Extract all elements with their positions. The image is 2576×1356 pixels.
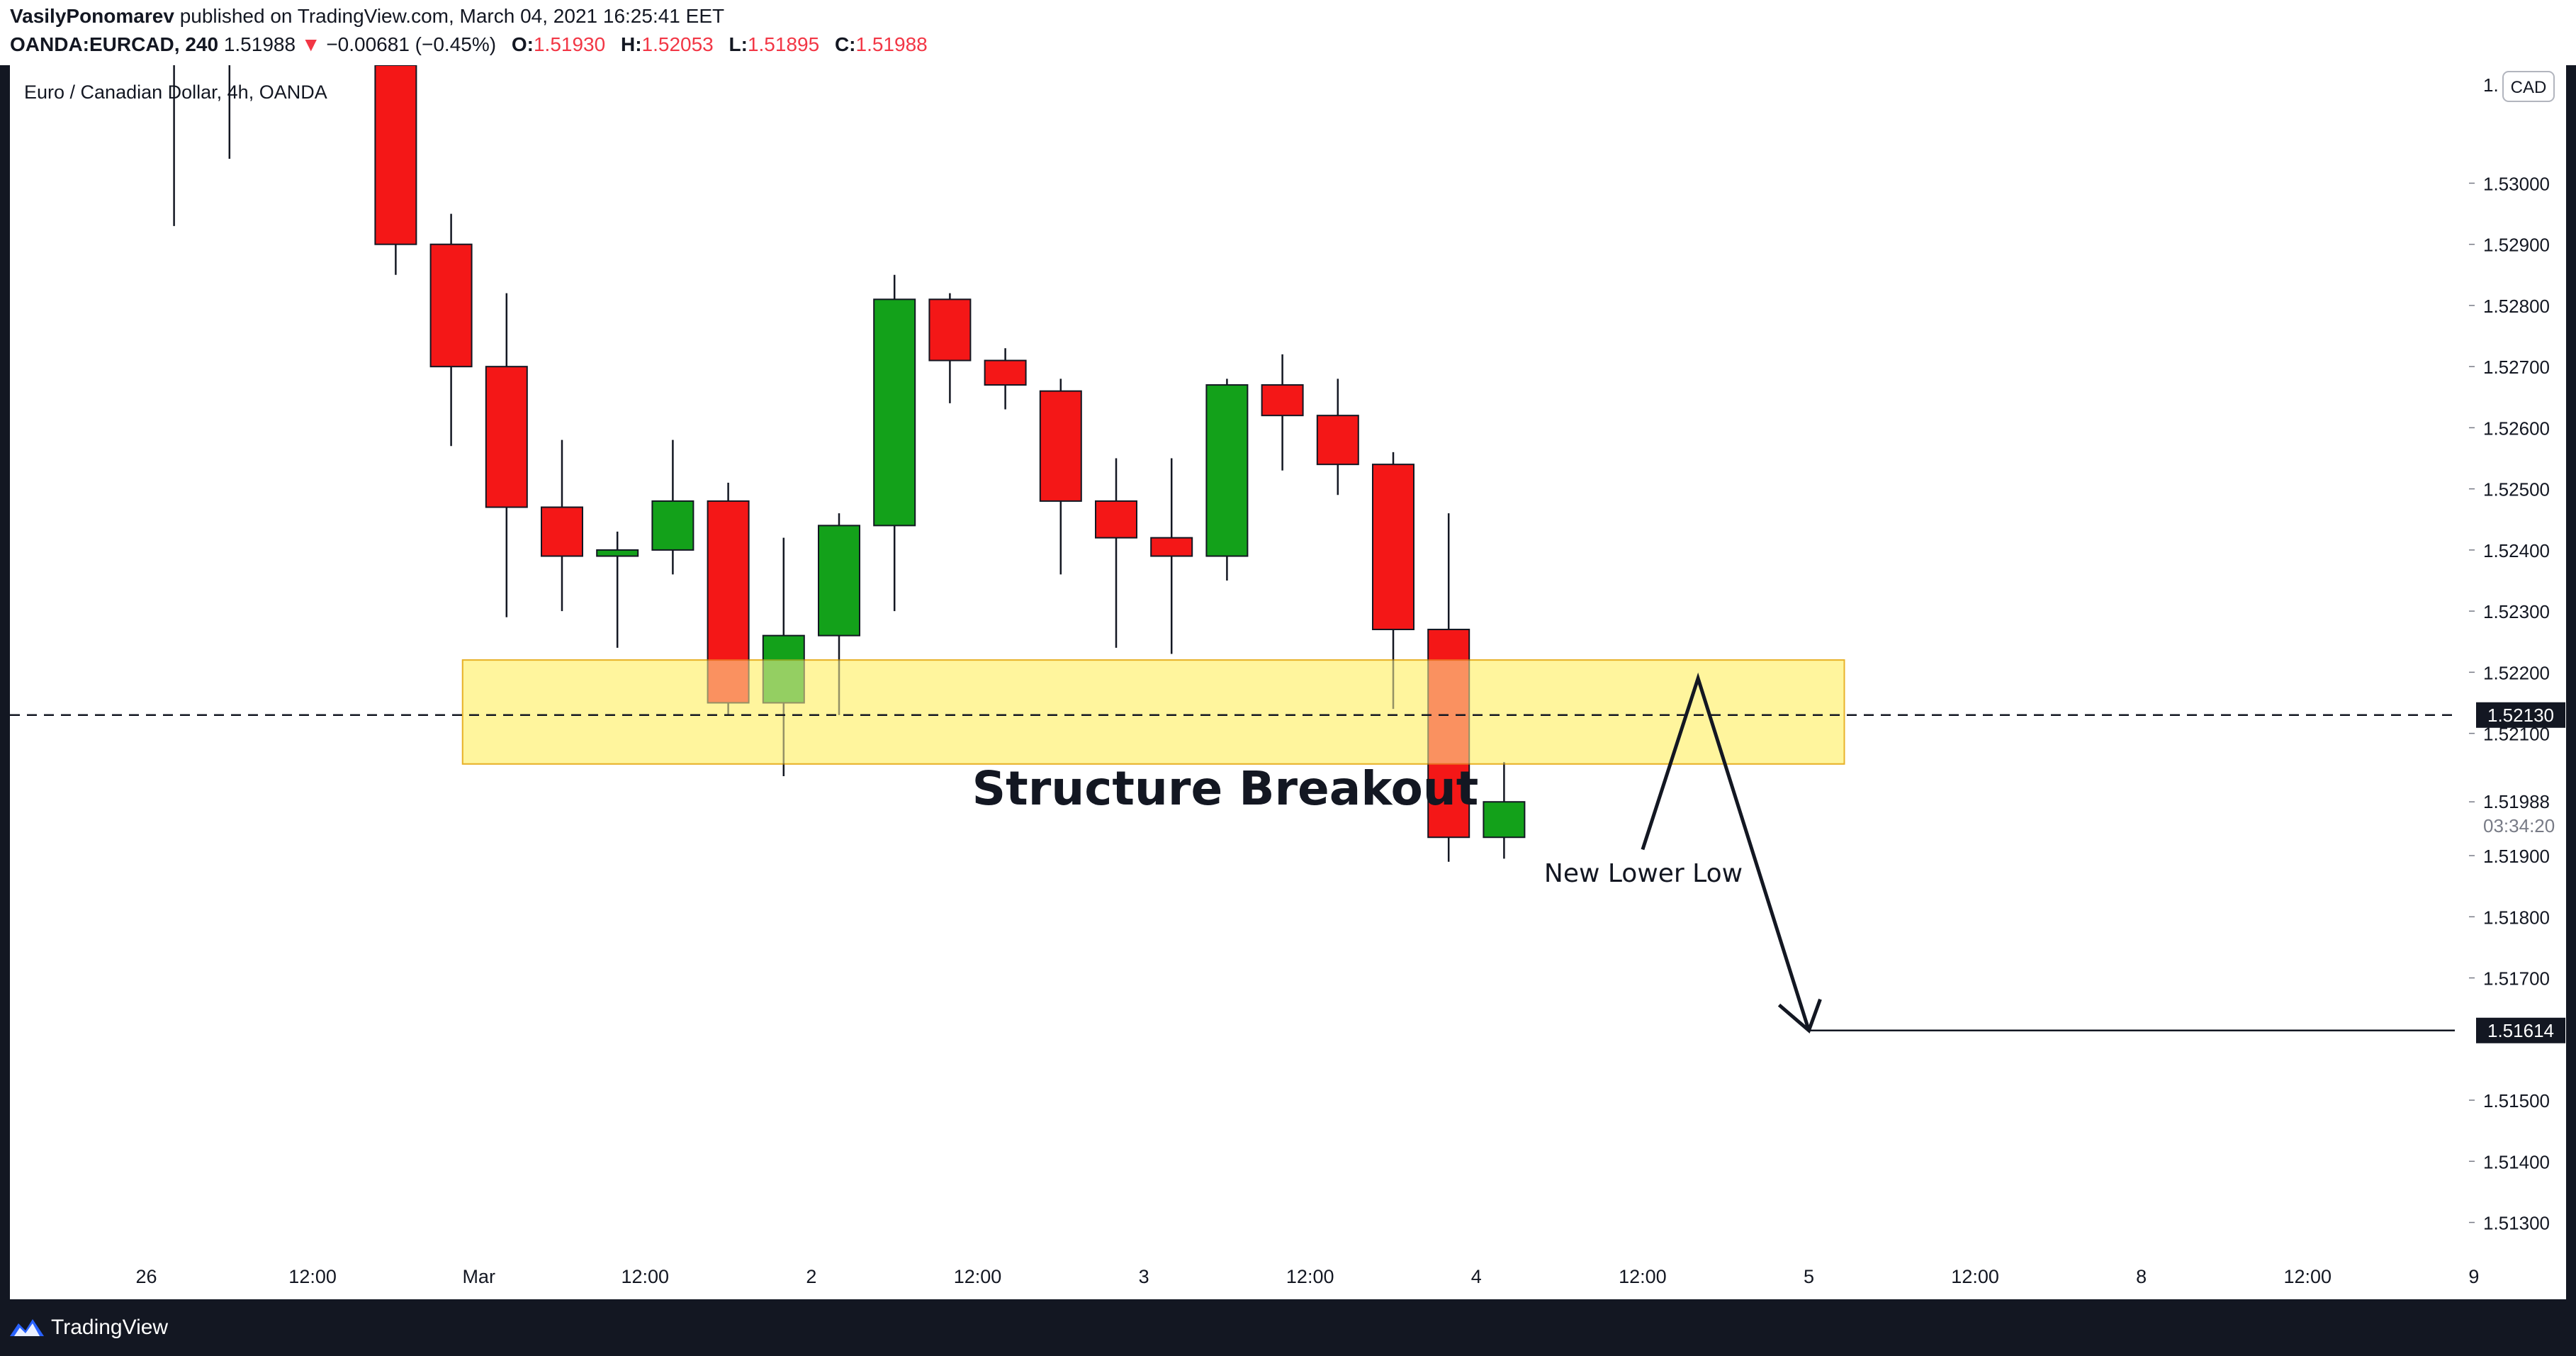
price-change: −0.00681 (−0.45%) — [326, 33, 497, 55]
candle[interactable] — [374, 65, 417, 245]
y-tick-label: 1.52800 — [2483, 296, 2550, 317]
new-lower-low-label: New Lower Low — [1544, 859, 1743, 888]
price-chart[interactable]: Structure Breakout New Lower Low 1.53000 1… — [10, 65, 2566, 1299]
target-price-label-box — [2476, 1017, 2565, 1043]
x-tick-label: 5 — [1804, 1266, 1814, 1287]
x-tick-label: 9 — [2468, 1266, 2479, 1287]
chart-title: Euro / Canadian Dollar, 4h, OANDA — [24, 82, 327, 103]
candle[interactable] — [485, 366, 528, 508]
symbol-info: OANDA:EURCAD, 240 1.51988 ▼ −0.00681 (−0… — [10, 33, 928, 57]
last-price-label: 1.51988 — [2483, 791, 2550, 812]
structure-breakout-label: Structure Breakout — [972, 761, 1479, 816]
y-tick-label: 1.52200 — [2483, 662, 2550, 683]
x-tick-label: 12:00 — [2284, 1266, 2332, 1287]
candle[interactable] — [928, 298, 972, 362]
x-tick-label: 8 — [2136, 1266, 2147, 1287]
candle[interactable] — [818, 525, 860, 637]
x-tick-label: 4 — [1471, 1266, 1482, 1287]
change-arrow-icon: ▼ — [300, 33, 321, 55]
low-label: L: — [729, 33, 748, 55]
open-label: O: — [511, 33, 534, 55]
y-tick-label: 1.51400 — [2483, 1151, 2550, 1172]
bar-countdown-label: 03:34:20 — [2483, 815, 2555, 836]
x-tick-label: 12:00 — [621, 1266, 670, 1287]
dashed-level-price-label-box — [2476, 702, 2565, 728]
y-tick-label: 1.52500 — [2483, 479, 2550, 500]
tradingview-brand[interactable]: TradingView — [51, 1316, 169, 1339]
close-label: C: — [834, 33, 856, 55]
projection-path[interactable] — [1641, 672, 1811, 1031]
published-text: published on TradingView.com, March 04, … — [179, 5, 725, 27]
candle[interactable] — [984, 359, 1027, 386]
y-tick-label: 1.51500 — [2483, 1090, 2550, 1111]
currency-badge[interactable] — [2502, 71, 2555, 102]
y-tick-label: 1.51800 — [2483, 907, 2550, 928]
candle[interactable] — [651, 500, 694, 551]
x-tick-label: 12:00 — [288, 1266, 337, 1287]
y-tick-label: 1.52400 — [2483, 540, 2550, 561]
candle[interactable] — [1372, 464, 1414, 631]
low-value: 1.51895 — [747, 33, 820, 55]
y-tick-label: 1.52300 — [2483, 601, 2550, 622]
structure-zone-overlay — [461, 659, 1845, 765]
x-tick-label: 12:00 — [1951, 1266, 1999, 1287]
candle[interactable] — [429, 243, 473, 368]
y-tick-label: 1.51900 — [2483, 846, 2550, 867]
dashed-level-price-label: 1.52130 — [2487, 705, 2554, 726]
candle[interactable] — [1095, 500, 1137, 539]
publication-info: VasilyPonomarev published on TradingView… — [10, 4, 724, 28]
candle[interactable] — [1039, 390, 1082, 502]
x-tick-label: 12:00 — [1619, 1266, 1667, 1287]
x-tick-label: 12:00 — [1286, 1266, 1334, 1287]
candle[interactable] — [1261, 384, 1304, 417]
y-tick-label: 1. — [2483, 74, 2499, 96]
x-tick-label: 3 — [1139, 1266, 1149, 1287]
candle[interactable] — [1205, 384, 1249, 557]
target-price-label: 1.51614 — [2487, 1020, 2554, 1041]
y-tick-label: 1.51300 — [2483, 1213, 2550, 1234]
candle[interactable] — [873, 298, 916, 527]
close-value: 1.51988 — [855, 33, 928, 55]
y-tick-label: 1.52600 — [2483, 418, 2550, 439]
candle[interactable] — [1483, 801, 1526, 839]
candle[interactable] — [541, 506, 583, 557]
x-tick-label: 26 — [135, 1266, 157, 1287]
y-tick-label: 1.52700 — [2483, 357, 2550, 378]
tradingview-logo-icon[interactable] — [9, 1315, 45, 1339]
symbol-name[interactable]: OANDA:EURCAD, 240 — [10, 33, 219, 55]
footer-bar: TradingView — [0, 1299, 2576, 1356]
high-label: H: — [620, 33, 642, 55]
high-value: 1.52053 — [641, 33, 714, 55]
currency-label: CAD — [2511, 78, 2547, 97]
x-tick-label: 12:00 — [954, 1266, 1002, 1287]
y-tick-label: 1.53000 — [2483, 173, 2550, 194]
x-tick-label: 2 — [806, 1266, 816, 1287]
open-value: 1.51930 — [533, 33, 606, 55]
chart-panel[interactable]: Structure Breakout New Lower Low 1.53000 1… — [10, 65, 2566, 1299]
y-tick-label: 1.51700 — [2483, 968, 2550, 990]
y-tick-label: 1.52900 — [2483, 235, 2550, 256]
last-price: 1.51988 — [223, 33, 296, 55]
candle[interactable] — [1150, 537, 1193, 557]
x-tick-label: Mar — [462, 1266, 495, 1287]
candle[interactable] — [1316, 415, 1359, 466]
candle[interactable] — [596, 549, 639, 557]
publication-header: VasilyPonomarev published on TradingView… — [0, 0, 2576, 65]
author-name[interactable]: VasilyPonomarev — [10, 5, 174, 27]
